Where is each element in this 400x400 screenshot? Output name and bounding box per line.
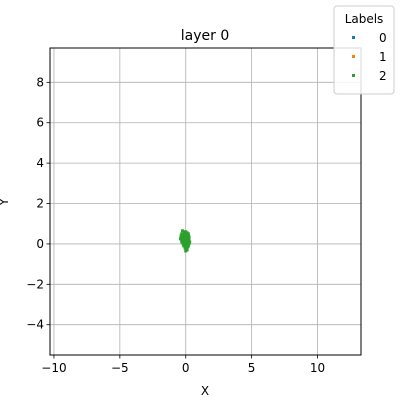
y-tick-label: −2	[26, 277, 44, 291]
legend-marker-1	[352, 55, 355, 58]
x-tick-label: 10	[310, 361, 325, 375]
point-label-2	[184, 243, 188, 247]
point-label-2	[188, 240, 192, 244]
x-tick-label: 0	[182, 361, 190, 375]
point-label-2	[187, 235, 191, 239]
point-label-2	[184, 239, 188, 243]
x-tick-label: −5	[111, 361, 129, 375]
point-label-2	[184, 241, 188, 245]
plot-frame	[49, 47, 362, 356]
point-label-2	[181, 237, 185, 241]
point-label-2	[183, 246, 187, 250]
y-tick-label: 2	[36, 197, 44, 211]
legend-box	[333, 5, 395, 95]
point-label-2	[186, 232, 190, 236]
point-label-2	[184, 233, 188, 237]
point-label-2	[180, 232, 184, 236]
point-label-2	[179, 234, 183, 238]
y-tick-label: −4	[26, 318, 44, 332]
legend-marker-0	[352, 36, 355, 39]
point-label-2	[183, 235, 187, 239]
data-points	[178, 229, 192, 253]
point-label-2	[181, 242, 185, 246]
point-label-2	[186, 237, 190, 241]
point-label-2	[184, 249, 188, 253]
grid	[50, 48, 361, 355]
legend-marker-2	[352, 74, 355, 77]
y-axis-label: Y	[0, 198, 11, 207]
x-tick-label: −10	[41, 361, 66, 375]
x-tick-label: 5	[248, 361, 256, 375]
point-label-2	[182, 232, 186, 236]
point-label-2	[187, 242, 191, 246]
point-label-2	[182, 244, 186, 248]
legend-label-0: 0	[379, 31, 387, 45]
y-tick-label: 8	[36, 75, 44, 89]
point-label-2	[186, 245, 190, 249]
y-tick-label: 0	[36, 237, 44, 251]
legend-label-1: 1	[379, 50, 387, 64]
legend-label-2: 2	[379, 69, 387, 83]
y-tick-label: 4	[36, 156, 44, 170]
y-tick-label: 6	[36, 116, 44, 130]
point-label-2	[180, 229, 184, 233]
point-label-2	[180, 240, 184, 244]
point-label-2	[181, 235, 185, 239]
chart-title: layer 0	[181, 28, 229, 44]
x-axis-label: X	[201, 384, 209, 398]
legend: Labels 0 1 2	[333, 5, 395, 95]
axis-ticks: −10 −5 0 5 10 −4 −2 0 2 4 6 8	[26, 75, 325, 375]
legend-title: Labels	[345, 12, 384, 26]
